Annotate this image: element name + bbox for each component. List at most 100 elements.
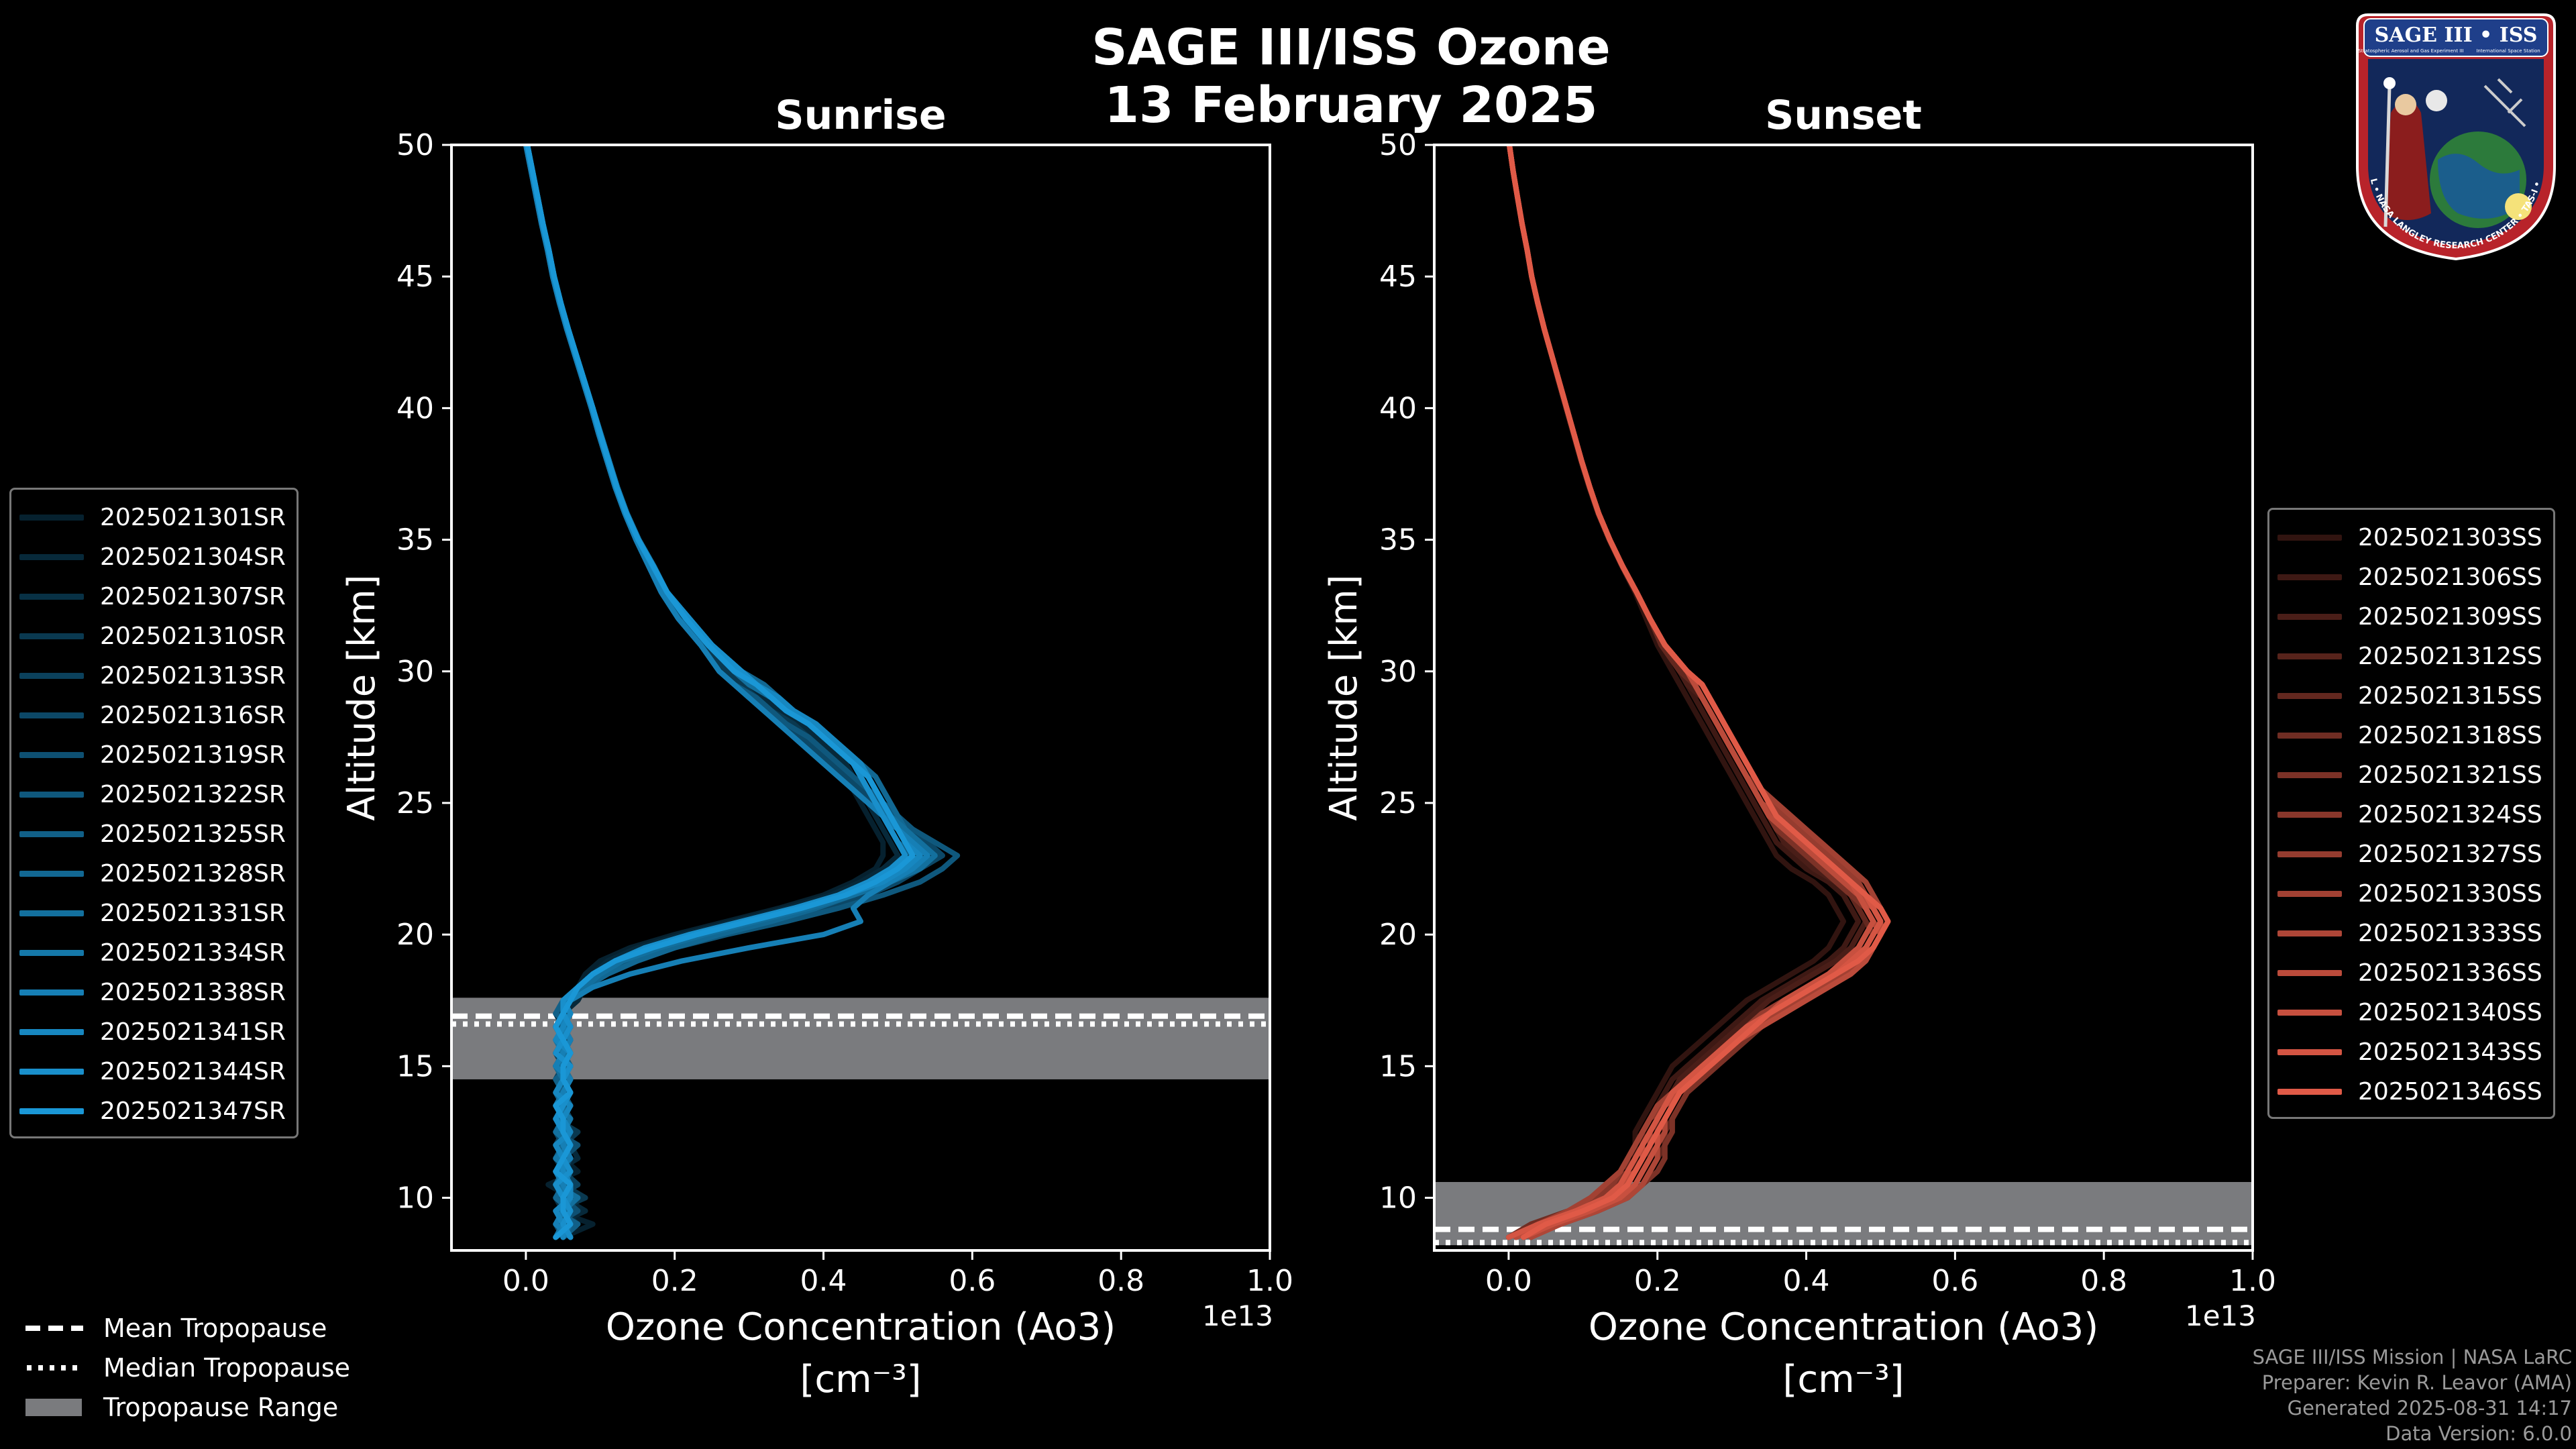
sunrise-legend-swatch <box>19 1029 84 1035</box>
credits-generated: Generated 2025-08-31 14:17 <box>2287 1397 2572 1419</box>
sunset-legend-item: 2025021324SS <box>2277 795 2542 835</box>
sunset-xlabel-units: [cm⁻³] <box>1782 1358 1904 1401</box>
sunrise-x-tick-label: 0.6 <box>949 1264 996 1298</box>
sage-iii-iss-mission-logo: SAGE III • ISS Stratospheric Aerosol and… <box>2344 12 2556 261</box>
logo-staff-orb-icon <box>2383 77 2396 89</box>
sunrise-legend-swatch <box>19 515 84 521</box>
logo-banner <box>2363 18 2548 57</box>
sunset-x-tick-label: 0.2 <box>1634 1264 1681 1298</box>
sunrise-y-tick-label: 10 <box>396 1181 434 1216</box>
sunrise-x-tick-label: 0.2 <box>651 1264 698 1298</box>
sunset-legend-label: 2025021336SS <box>2358 959 2542 987</box>
sunrise-legend-item: 2025021338SR <box>19 973 286 1012</box>
legend-tropopause-range: Tropopause Range <box>24 1387 350 1427</box>
sunset-legend-label: 2025021312SS <box>2358 643 2542 670</box>
sunset-legend-label: 2025021327SS <box>2358 841 2542 868</box>
sunset-y-tick-label: 35 <box>1379 523 1417 557</box>
sunrise-panel: Sunrise 0.0 0.2 0.4 0.6 0.8 1.0 10 15 20 25 30 35 40… <box>340 92 1293 1401</box>
sunrise-legend-label: 2025021325SR <box>100 820 286 848</box>
sunrise-legend-swatch <box>19 752 84 758</box>
sunset-axes-frame <box>1433 144 2254 1252</box>
sunrise-legend-label: 2025021301SR <box>100 504 286 531</box>
sunset-panel: Sunset 0.0 0.2 0.4 0.6 0.8 1.0 10 15 20 25 30 35 40 4… <box>1322 92 2276 1401</box>
sunset-x-tick-label: 1.0 <box>2229 1264 2276 1298</box>
sunrise-legend-swatch <box>19 910 84 916</box>
sunset-tick-labels: 0.0 0.2 0.4 0.6 0.8 1.0 10 15 20 25 30 35 40 45 50 <box>1379 128 2276 1298</box>
logo-sun-icon <box>2505 193 2532 220</box>
sunrise-legend-item: 2025021325SR <box>19 814 286 854</box>
legend-mean-tropopause-label: Mean Tropopause <box>103 1313 327 1343</box>
sunrise-legend-swatch <box>19 1069 84 1075</box>
sunrise-legend-item: 2025021313SR <box>19 656 286 696</box>
dotted-line-icon <box>27 1364 83 1371</box>
sunset-legend-swatch <box>2277 1010 2342 1016</box>
sunrise-y-tick-label: 15 <box>396 1049 434 1083</box>
sunrise-x-tick-label: 0.8 <box>1097 1264 1144 1298</box>
sunset-legend-label: 2025021330SS <box>2358 880 2542 908</box>
sunrise-y-tick-label: 45 <box>396 260 434 294</box>
sunrise-legend-label: 2025021331SR <box>100 900 286 927</box>
logo-moon-icon <box>2426 90 2447 111</box>
credits-data-version: Data Version: 6.0.0 <box>2385 1422 2572 1445</box>
sunset-y-tick-label: 20 <box>1379 918 1417 952</box>
sunset-legend-label: 2025021306SS <box>2358 564 2542 591</box>
sunset-legend-swatch <box>2277 812 2342 818</box>
sunset-y-tick-label: 50 <box>1379 128 1417 162</box>
sunrise-legend-swatch <box>19 871 84 877</box>
logo-subtitle-right: International Space Station <box>2476 48 2540 54</box>
sunset-y-tick-label: 25 <box>1379 786 1417 820</box>
sunset-legend-swatch <box>2277 1089 2342 1095</box>
sunrise-legend-item: 2025021319SR <box>19 735 286 775</box>
sunrise-legend: 2025021301SR 2025021304SR 2025021307SR 2025… <box>9 488 299 1138</box>
sunset-xlabel: Ozone Concentration (Ao3) <box>1589 1305 2098 1349</box>
sunrise-legend-item: 2025021304SR <box>19 537 286 577</box>
sunset-legend-item: 2025021321SS <box>2277 755 2542 795</box>
sunrise-y-tick-label: 40 <box>396 391 434 425</box>
tropopause-legend: Mean Tropopause Median Tropopause Tropop… <box>24 1308 350 1427</box>
sunset-x-tick-label: 0.4 <box>1783 1264 1830 1298</box>
sunset-series-2025021309SS <box>1507 145 1869 1240</box>
sunset-legend-swatch <box>2277 733 2342 739</box>
sunset-legend-swatch <box>2277 891 2342 897</box>
sunrise-legend-label: 2025021322SR <box>100 781 286 808</box>
sunset-legend-swatch <box>2277 772 2342 778</box>
sunrise-legend-item: 2025021347SR <box>19 1091 286 1131</box>
sunset-legend-item: 2025021318SS <box>2277 716 2542 755</box>
sunset-ylabel: Altitude [km] <box>1322 574 1366 820</box>
credits-mission: SAGE III/ISS Mission | NASA LaRC <box>2252 1346 2572 1368</box>
figure-title-line1: SAGE III/ISS Ozone <box>1091 19 1611 76</box>
sunrise-y-tick-label: 25 <box>396 786 434 820</box>
sunrise-y-tick-label: 20 <box>396 918 434 952</box>
sunrise-legend-label: 2025021328SR <box>100 860 286 888</box>
sunrise-legend-swatch <box>19 950 84 956</box>
sunset-legend-item: 2025021346SS <box>2277 1072 2542 1112</box>
sunrise-legend-item: 2025021310SR <box>19 616 286 656</box>
sunrise-xlabel: Ozone Concentration (Ao3) <box>606 1305 1116 1349</box>
sunset-legend-label: 2025021318SS <box>2358 722 2542 749</box>
sunset-legend-swatch <box>2277 614 2342 620</box>
sunrise-legend-item: 2025021307SR <box>19 577 286 616</box>
logo-subtitle-left: Stratospheric Aerosol and Gas Experiment… <box>2358 48 2463 54</box>
sunrise-legend-swatch <box>19 831 84 837</box>
sunset-legend-item: 2025021343SS <box>2277 1032 2542 1072</box>
sunrise-legend-label: 2025021319SR <box>100 741 286 769</box>
sunset-legend-item: 2025021336SS <box>2277 953 2542 993</box>
sunset-y-tick-label: 15 <box>1379 1049 1417 1083</box>
sunset-legend-label: 2025021346SS <box>2358 1078 2542 1106</box>
logo-figure-head-icon <box>2395 94 2416 115</box>
sunset-legend: 2025021303SS 2025021306SS 2025021309SS 2025… <box>2267 508 2555 1119</box>
sunrise-legend-swatch <box>19 633 84 639</box>
legend-median-tropopause: Median Tropopause <box>24 1348 350 1387</box>
sunset-legend-swatch <box>2277 653 2342 659</box>
sunrise-legend-swatch <box>19 554 84 560</box>
sunrise-y-tick-label: 30 <box>396 655 434 689</box>
sunset-legend-label: 2025021324SS <box>2358 801 2542 828</box>
sunset-legend-swatch <box>2277 574 2342 580</box>
logo-iss-icon <box>2483 78 2526 127</box>
sunset-legend-item: 2025021340SS <box>2277 993 2542 1032</box>
sunset-legend-swatch <box>2277 693 2342 699</box>
sunset-legend-item: 2025021309SS <box>2277 597 2542 637</box>
sunset-y-tick-label: 45 <box>1379 260 1417 294</box>
sunrise-legend-swatch <box>19 989 84 996</box>
